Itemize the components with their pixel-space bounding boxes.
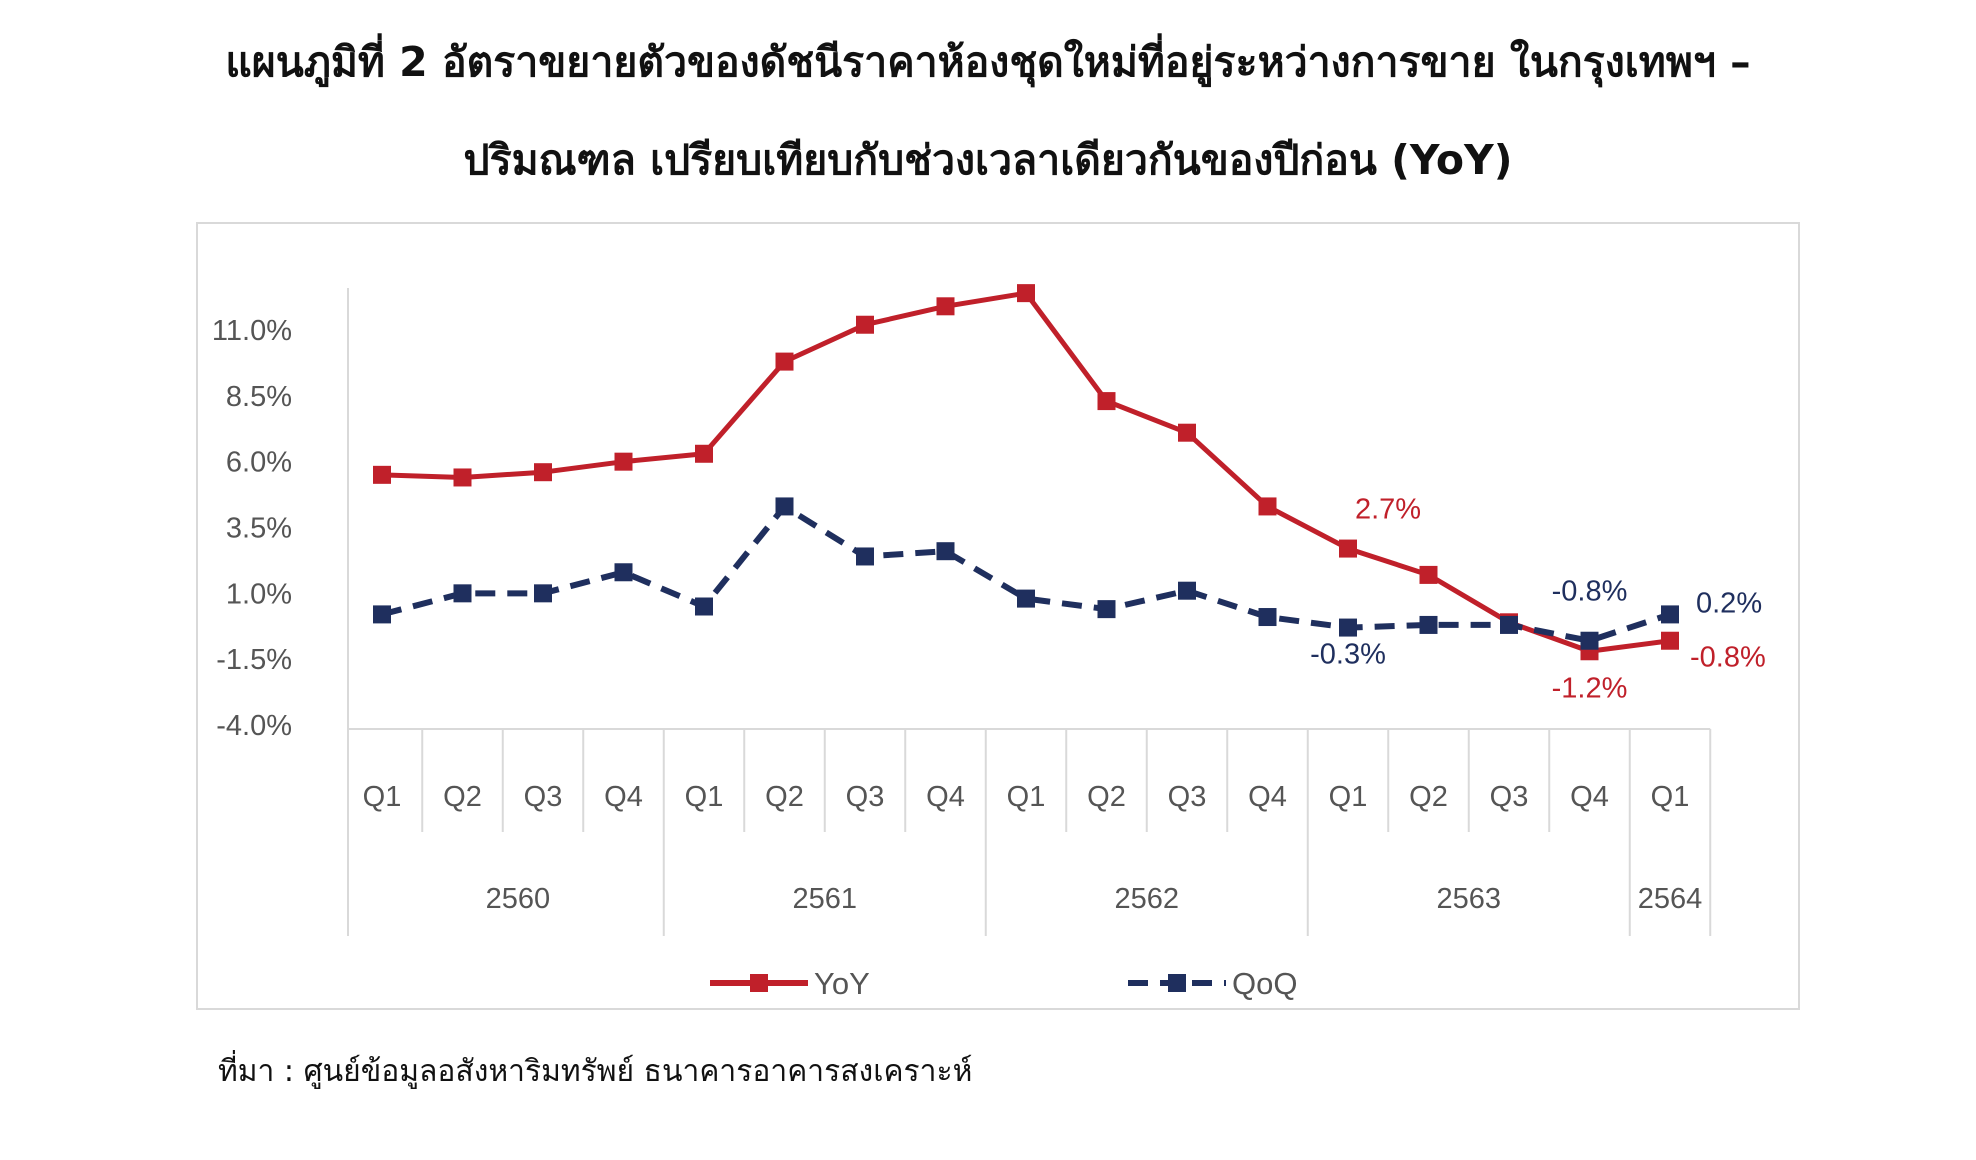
x-tick-label: Q4 xyxy=(604,781,643,813)
x-tick-label: Q3 xyxy=(846,781,885,813)
data-point-qoq xyxy=(373,605,391,624)
data-point-yoy xyxy=(1339,539,1357,558)
x-tick-label: Q1 xyxy=(363,781,402,813)
data-point-yoy xyxy=(453,468,472,487)
x-tick-label: Q1 xyxy=(1651,781,1690,813)
data-label-yoy: -0.8% xyxy=(1690,642,1766,674)
data-point-qoq xyxy=(936,542,955,561)
x-year-label: 2560 xyxy=(486,883,551,915)
data-point-qoq xyxy=(1339,618,1357,637)
x-tick-label: Q4 xyxy=(1248,781,1287,813)
data-point-qoq xyxy=(1178,581,1196,600)
x-tick-label: Q1 xyxy=(685,781,724,813)
data-point-yoy xyxy=(1661,631,1679,650)
x-tick-label: Q3 xyxy=(1490,781,1529,813)
data-point-qoq xyxy=(1661,605,1679,624)
data-point-yoy xyxy=(856,315,874,334)
data-point-yoy xyxy=(1017,284,1035,303)
data-point-yoy xyxy=(1097,392,1116,411)
data-point-yoy xyxy=(1258,497,1277,516)
x-year-label: 2561 xyxy=(792,883,857,915)
data-point-qoq xyxy=(534,584,552,603)
chart-title-line-1: แผนภูมิที่ 2 อัตราขยายตัวของดัชนีราคาห้อ… xyxy=(225,38,1751,86)
legend-label-qoq: QoQ xyxy=(1232,966,1297,1001)
data-label-qoq: 0.2% xyxy=(1696,587,1762,619)
chart-title-line-2: ปริมณฑล เปรียบเทียบกับช่วงเวลาเดียวกันขอ… xyxy=(463,136,1513,184)
data-point-qoq xyxy=(1097,600,1116,619)
data-point-qoq xyxy=(453,584,472,603)
data-label-qoq: -0.8% xyxy=(1552,576,1628,608)
data-label-qoq: -0.3% xyxy=(1310,639,1386,671)
x-tick-label: Q2 xyxy=(765,781,804,813)
legend-marker-qoq xyxy=(1168,974,1186,992)
x-year-label: 2562 xyxy=(1114,883,1179,915)
y-tick-label: -4.0% xyxy=(216,710,292,742)
data-label-yoy: 2.7% xyxy=(1355,494,1421,526)
data-point-qoq xyxy=(1500,615,1518,634)
data-point-yoy xyxy=(614,452,633,471)
x-year-label: 2564 xyxy=(1638,883,1703,915)
data-point-qoq xyxy=(1580,631,1599,650)
x-tick-label: Q4 xyxy=(1570,781,1609,813)
data-point-yoy xyxy=(373,465,391,484)
data-point-yoy xyxy=(1419,565,1438,584)
chart-frame xyxy=(196,222,1800,1010)
data-point-qoq xyxy=(614,563,633,582)
x-tick-label: Q2 xyxy=(1087,781,1126,813)
data-point-yoy xyxy=(936,297,955,316)
y-tick-label: -1.5% xyxy=(216,644,292,676)
data-point-qoq xyxy=(1419,615,1438,634)
data-point-qoq xyxy=(1258,608,1277,627)
x-tick-label: Q1 xyxy=(1007,781,1046,813)
y-tick-label: 11.0% xyxy=(212,315,292,347)
data-point-yoy xyxy=(1178,423,1196,442)
legend-label-yoy: YoY xyxy=(814,966,870,1001)
data-point-qoq xyxy=(775,497,794,516)
y-tick-label: 8.5% xyxy=(226,381,292,413)
data-point-yoy xyxy=(534,463,552,482)
series-line-qoq xyxy=(381,503,1671,644)
x-tick-label: Q2 xyxy=(1409,781,1448,813)
x-tick-label: Q2 xyxy=(443,781,482,813)
data-label-yoy: -1.2% xyxy=(1552,672,1628,704)
data-point-yoy xyxy=(775,352,794,371)
x-tick-label: Q3 xyxy=(1168,781,1207,813)
y-tick-label: 6.0% xyxy=(226,447,292,479)
x-tick-label: Q1 xyxy=(1329,781,1368,813)
source-note: ที่มา : ศูนย์ข้อมูลอสังหาริมทรัพย์ ธนาคา… xyxy=(218,1054,973,1089)
legend-marker-yoy xyxy=(750,974,768,992)
data-point-yoy xyxy=(695,444,713,463)
y-tick-label: 3.5% xyxy=(226,513,292,545)
data-point-qoq xyxy=(1017,589,1035,608)
data-point-qoq xyxy=(856,547,874,566)
data-point-qoq xyxy=(695,597,713,616)
x-tick-label: Q4 xyxy=(926,781,965,813)
y-tick-label: 1.0% xyxy=(226,578,292,610)
x-tick-label: Q3 xyxy=(524,781,563,813)
x-year-label: 2563 xyxy=(1436,883,1501,915)
